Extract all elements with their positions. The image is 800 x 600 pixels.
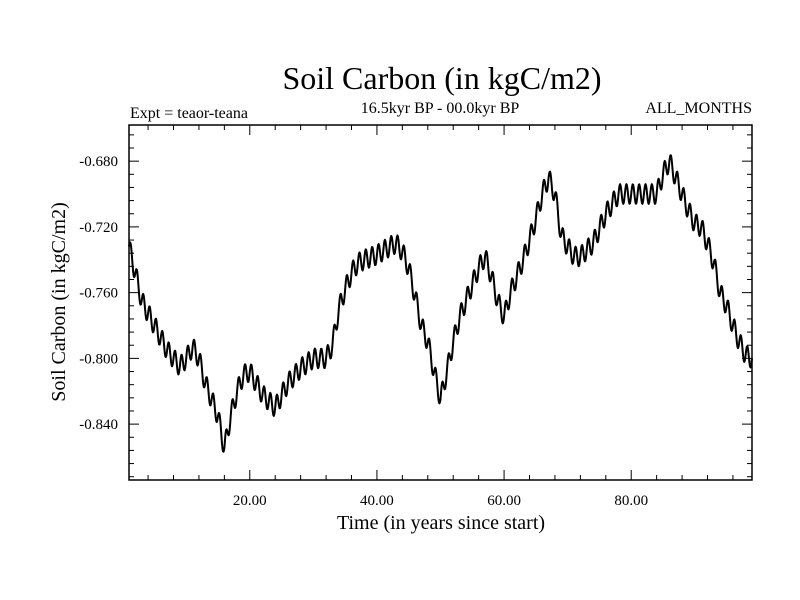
plot-frame [128,124,753,481]
y-axis-title: Soil Carbon (in kgC/m2) [48,202,70,401]
y-tick-label: -0.840 [79,417,118,433]
months-label: ALL_MONTHS [645,100,752,117]
x-tick-label: 40.00 [360,493,394,509]
period-label: 16.5kyr BP - 00.0kyr BP [361,100,520,117]
axis-ticks [129,125,752,480]
y-tick-label: -0.800 [79,351,118,367]
y-tick-label: -0.680 [79,154,118,170]
y-tick-label: -0.720 [79,220,118,236]
y-tick-label: -0.760 [79,286,118,302]
chart-title: Soil Carbon (in kgC/m2) [282,60,601,96]
axis-tick-labels: 20.00 40.00 60.00 80.00 -0.680 -0.720 -0.760 -0… [79,154,648,509]
x-tick-label: 80.00 [614,493,648,509]
experiment-label: Expt = teaor-teana [130,105,248,122]
x-axis-title: Time (in years since start) [337,512,545,534]
x-tick-label: 60.00 [487,493,521,509]
series-line-soil-carbon [128,154,753,453]
x-tick-label: 20.00 [233,493,267,509]
